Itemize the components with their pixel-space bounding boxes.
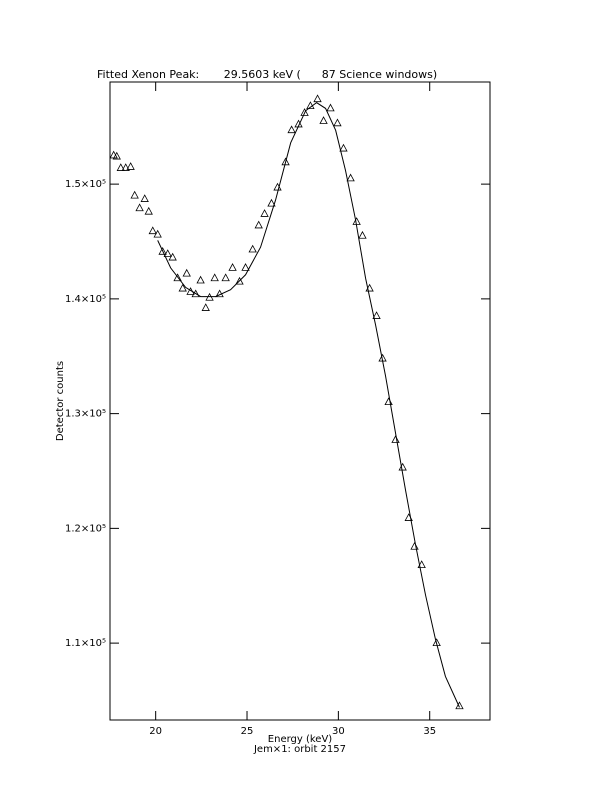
data-point bbox=[196, 275, 205, 284]
data-point bbox=[121, 163, 130, 171]
y-axis-label: Detector counts bbox=[55, 361, 66, 441]
data-point bbox=[228, 263, 237, 271]
data-point bbox=[241, 263, 250, 271]
data-point bbox=[313, 94, 322, 103]
subtitle: Jem×1: orbit 2157 bbox=[253, 744, 346, 755]
data-point bbox=[300, 108, 309, 116]
data-point bbox=[221, 273, 230, 282]
x-tick-label: 30 bbox=[332, 726, 345, 737]
data-point bbox=[372, 311, 381, 319]
chart-title: Fitted Xenon Peak: 29.5603 keV ( 87 Scie… bbox=[97, 68, 437, 81]
data-point bbox=[333, 118, 342, 127]
data-point bbox=[135, 203, 144, 212]
data-point bbox=[112, 151, 121, 160]
y-tick-label: 1.3×10⁵ bbox=[65, 409, 106, 420]
data-point bbox=[326, 103, 335, 112]
data-point bbox=[178, 283, 187, 292]
x-tick-label: 25 bbox=[241, 726, 254, 737]
data-point bbox=[191, 289, 200, 298]
x-tick-label: 20 bbox=[149, 726, 162, 737]
data-point bbox=[201, 303, 210, 311]
data-point bbox=[281, 157, 290, 166]
data-point bbox=[210, 273, 219, 282]
data-point bbox=[384, 397, 393, 406]
data-point bbox=[173, 273, 182, 282]
x-tick-label: 35 bbox=[423, 726, 436, 737]
data-point bbox=[358, 230, 367, 239]
data-point bbox=[319, 116, 328, 124]
data-point bbox=[267, 198, 276, 207]
data-point bbox=[287, 125, 296, 134]
data-point bbox=[254, 220, 263, 229]
data-point bbox=[163, 249, 172, 258]
data-point bbox=[130, 190, 139, 199]
data-point bbox=[410, 541, 419, 550]
data-point bbox=[144, 206, 153, 215]
data-point bbox=[158, 246, 167, 255]
data-point bbox=[248, 244, 257, 253]
data-point bbox=[339, 143, 348, 152]
x-axis-label: Energy (keV) bbox=[268, 734, 333, 745]
data-point bbox=[126, 162, 135, 170]
data-point bbox=[168, 252, 177, 261]
data-point bbox=[260, 209, 269, 217]
fit-line bbox=[157, 102, 460, 708]
data-point bbox=[455, 701, 464, 710]
data-point bbox=[182, 268, 191, 277]
data-point bbox=[398, 462, 407, 471]
data-point bbox=[391, 435, 400, 443]
y-tick-label: 1.5×10⁵ bbox=[65, 179, 106, 190]
data-point bbox=[346, 173, 355, 182]
y-tick-label: 1.2×10⁵ bbox=[65, 523, 106, 534]
data-point bbox=[153, 229, 162, 238]
plot-frame bbox=[109, 81, 491, 721]
data-point bbox=[148, 226, 157, 235]
y-tick-label: 1.4×10⁵ bbox=[65, 294, 106, 305]
data-point bbox=[235, 276, 244, 285]
y-tick-label: 1.1×10⁵ bbox=[65, 638, 106, 649]
data-point bbox=[116, 163, 125, 171]
data-point bbox=[140, 194, 149, 202]
data-point bbox=[109, 150, 118, 159]
